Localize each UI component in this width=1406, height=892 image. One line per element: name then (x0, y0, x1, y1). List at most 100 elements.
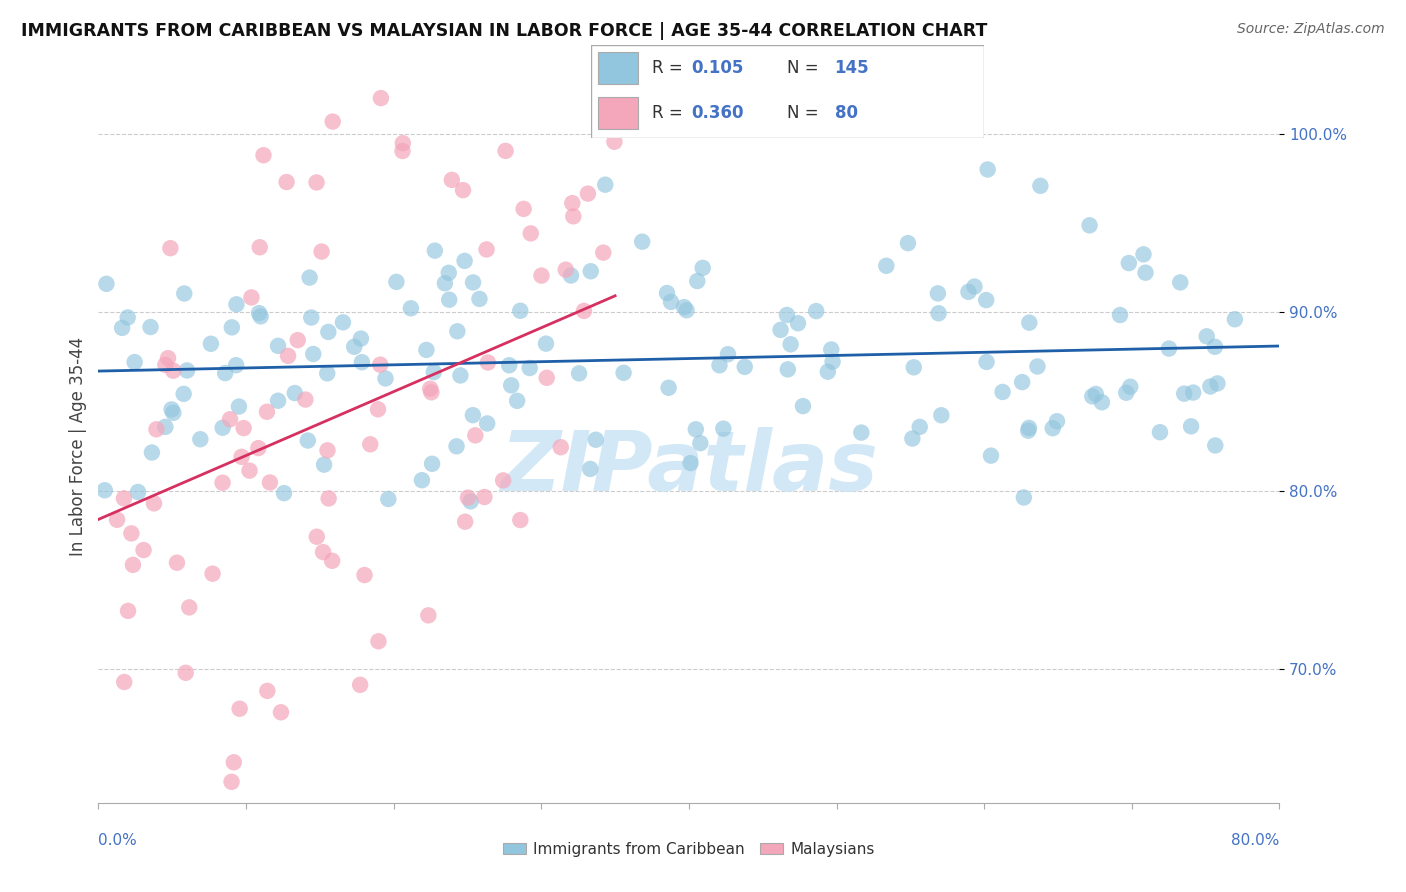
Point (501, 378, 523, 392)
Point (353, 568, 375, 582)
Point (1204, 340, 1226, 354)
Point (572, 304, 595, 318)
Text: Source: ZipAtlas.com: Source: ZipAtlas.com (1237, 22, 1385, 37)
Legend: Immigrants from Caribbean, Malaysians: Immigrants from Caribbean, Malaysians (496, 836, 882, 863)
Point (159, 241, 181, 255)
Point (991, 384, 1014, 399)
Point (124, 355, 146, 369)
Point (1180, 419, 1202, 434)
Point (385, 275, 408, 289)
Point (519, 361, 541, 376)
Text: N =: N = (787, 104, 824, 122)
Point (1115, 385, 1137, 400)
Point (1091, 395, 1114, 409)
Point (350, 332, 373, 346)
Point (117, 310, 139, 325)
Point (585, 433, 607, 447)
Point (534, 336, 557, 351)
Point (117, 604, 139, 618)
Point (132, 543, 155, 558)
Text: 0.360: 0.360 (690, 104, 744, 122)
Point (658, 381, 681, 395)
Point (423, 244, 446, 258)
Point (176, 363, 198, 377)
Point (804, 304, 827, 318)
Point (1223, 312, 1246, 326)
Point (446, 439, 468, 453)
Point (875, 259, 897, 273)
Point (554, 262, 576, 277)
Point (593, 178, 616, 192)
Point (231, 450, 253, 464)
Text: 80.0%: 80.0% (1232, 833, 1279, 848)
Point (174, 665, 197, 680)
Point (468, 292, 491, 306)
Point (112, 491, 135, 506)
Point (776, 362, 799, 376)
Point (498, 358, 520, 372)
Point (321, 554, 343, 568)
Point (1109, 308, 1132, 322)
Point (350, 355, 373, 369)
Point (311, 244, 333, 259)
Point (512, 202, 534, 216)
Point (446, 324, 468, 338)
Point (613, 366, 636, 380)
Point (976, 162, 998, 177)
Point (141, 445, 163, 459)
Point (509, 303, 531, 318)
Point (162, 406, 184, 420)
Point (453, 253, 475, 268)
Point (562, 209, 585, 223)
Point (711, 422, 734, 436)
Point (294, 392, 316, 407)
Point (931, 409, 953, 423)
Point (284, 386, 307, 401)
Point (1199, 379, 1222, 393)
Point (418, 608, 440, 623)
Point (143, 496, 166, 510)
Point (561, 196, 583, 211)
Point (576, 186, 599, 201)
Point (457, 491, 479, 505)
Point (1018, 421, 1040, 435)
Point (370, 91, 392, 105)
Text: ZIPatlas: ZIPatlas (501, 427, 877, 508)
Point (460, 494, 482, 508)
Point (312, 545, 335, 559)
Point (437, 293, 460, 307)
Point (228, 702, 250, 716)
Point (368, 358, 391, 372)
Point (120, 526, 142, 541)
Point (655, 285, 678, 300)
Point (675, 303, 697, 318)
Point (188, 432, 211, 446)
Point (273, 486, 295, 500)
Point (219, 412, 242, 426)
Point (709, 358, 731, 372)
Point (477, 355, 499, 369)
Text: 0.0%: 0.0% (98, 833, 138, 848)
Point (495, 144, 517, 158)
Point (316, 443, 339, 458)
Point (240, 290, 263, 304)
Point (1132, 247, 1154, 261)
Point (659, 294, 682, 309)
Point (1157, 342, 1180, 356)
Point (367, 402, 389, 417)
Text: N =: N = (787, 59, 824, 77)
Point (420, 385, 443, 400)
Point (267, 339, 290, 353)
Point (256, 684, 278, 698)
Point (1011, 375, 1033, 389)
FancyBboxPatch shape (591, 45, 984, 138)
Text: R =: R = (651, 59, 688, 77)
Point (155, 358, 177, 372)
Point (536, 371, 558, 385)
Point (316, 367, 339, 381)
Point (477, 417, 499, 431)
Point (297, 434, 319, 448)
Point (821, 355, 844, 369)
Point (155, 420, 177, 434)
Point (1029, 178, 1052, 193)
